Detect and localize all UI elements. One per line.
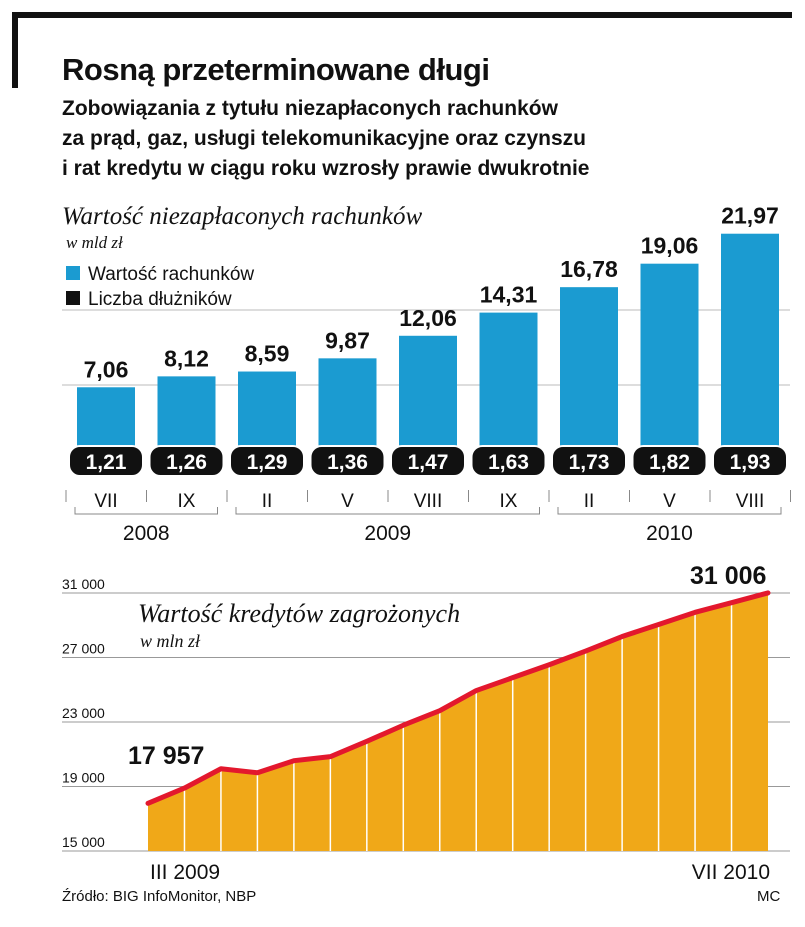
legend-label: Liczba dłużników: [88, 289, 232, 310]
x-tick-label: V: [341, 491, 354, 512]
count-badge: [309, 445, 386, 477]
y-tick-label: 15 000: [62, 834, 105, 850]
x-tick-label: V: [663, 491, 676, 512]
year-bracket: [557, 507, 782, 515]
count-badge-label: 1,93: [730, 451, 771, 474]
year-bracket: [74, 507, 218, 515]
year-label: 2009: [364, 522, 411, 545]
bar-value-label: 21,97: [721, 203, 779, 229]
bar-value-label: 19,06: [641, 233, 699, 259]
author-credit: MC: [757, 888, 781, 905]
count-badge-label: 1,63: [488, 451, 529, 474]
bar-value-label: 7,06: [84, 356, 129, 382]
bar-value-label: 14,31: [480, 282, 538, 308]
count-badge: [229, 445, 305, 477]
count-badge-label: 1,82: [649, 451, 690, 474]
count-badge: [551, 445, 627, 477]
x-tick-label: IX: [178, 491, 196, 512]
y-tick-label: 23 000: [62, 705, 105, 721]
bar: [560, 287, 618, 460]
count-badge-label: 1,29: [247, 451, 288, 474]
bar-value-label: 16,78: [560, 256, 618, 282]
source-note: Źródło: BIG InfoMonitor, NBP: [62, 888, 257, 905]
count-badge: [712, 445, 788, 477]
count-badge: [470, 445, 547, 477]
start-value-label: 17 957: [128, 742, 204, 770]
bar-chart-title: Wartość niezapłaconych rachunków: [62, 203, 422, 230]
frame-left-rule: [12, 12, 18, 88]
year-label: 2008: [123, 522, 170, 545]
count-badge: [631, 445, 708, 477]
count-badge-label: 1,26: [166, 451, 207, 474]
legend-swatch-count: [66, 291, 80, 305]
bar: [399, 335, 457, 460]
count-badge-label: 1,36: [327, 451, 368, 474]
x-tick-label: II: [584, 491, 595, 512]
bar-value-label: 12,06: [399, 305, 457, 331]
x-tick-label: VIII: [414, 491, 443, 512]
trend-line: [145, 590, 771, 806]
area-chart-unit: w mln zł: [140, 631, 201, 651]
x-tick-label: VIII: [736, 491, 765, 512]
count-badge: [68, 445, 144, 477]
x-end-label: VII 2010: [692, 861, 770, 884]
area-chart-title: Wartość kredytów zagrożonych: [138, 599, 460, 628]
subtitle-line: za prąd, gaz, usługi telekomunikacyjne o…: [62, 127, 586, 150]
year-label: 2010: [646, 522, 693, 545]
infographic-subtitle: Zobowiązania z tytułu niezapłaconych rac…: [62, 94, 589, 184]
bar: [318, 358, 377, 460]
count-badge-label: 1,21: [86, 451, 127, 474]
legend-swatch-values: [66, 266, 80, 280]
legend-label: Wartość rachunków: [88, 264, 254, 285]
bar: [479, 312, 538, 460]
y-tick-label: 27 000: [62, 641, 105, 657]
subtitle-line: i rat kredytu w ciągu roku wzrosły prawi…: [62, 157, 590, 180]
subtitle-line: Zobowiązania z tytułu niezapłaconych rac…: [62, 97, 558, 120]
count-badge: [148, 445, 225, 477]
bar-value-label: 8,59: [245, 341, 290, 367]
bar-value-label: 8,12: [164, 345, 209, 371]
count-badge: [390, 445, 466, 477]
bar: [640, 263, 699, 460]
x-start-label: III 2009: [150, 861, 220, 884]
count-badge-label: 1,47: [408, 451, 449, 474]
area-fill: [148, 592, 768, 851]
x-tick-label: IX: [500, 491, 518, 512]
bar: [721, 233, 779, 460]
infographic-title: Rosną przeterminowane długi: [62, 52, 490, 87]
end-value-label: 31 006: [690, 562, 766, 590]
count-badge-label: 1,73: [569, 451, 610, 474]
x-tick-label: II: [262, 491, 273, 512]
bar-chart-unit: w mld zł: [66, 233, 124, 252]
bar-value-label: 9,87: [325, 327, 370, 353]
y-tick-label: 19 000: [62, 770, 105, 786]
y-tick-label: 31 000: [62, 576, 105, 592]
x-tick-label: VII: [94, 491, 117, 512]
year-bracket: [235, 507, 540, 515]
frame-top-rule: [12, 12, 792, 18]
